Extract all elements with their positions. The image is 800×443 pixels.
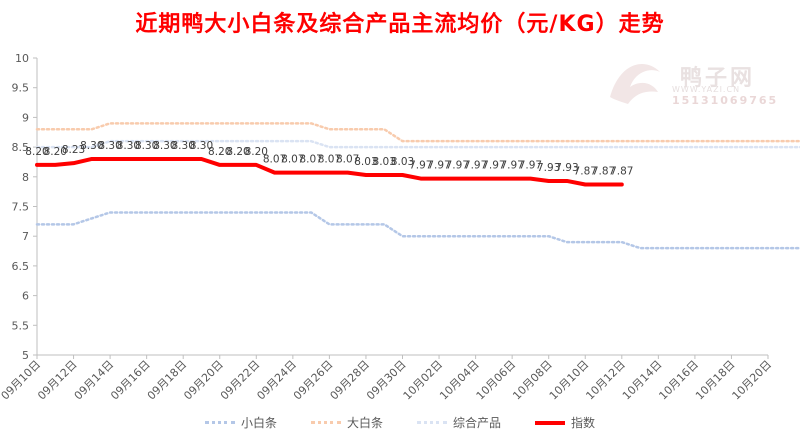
index-point — [108, 157, 112, 161]
series-line-大白条 — [35, 122, 800, 143]
index-data-label: 8.30 — [80, 140, 103, 152]
index-data-label: 8.20 — [245, 146, 268, 158]
legend-item: 小白条 — [204, 414, 277, 431]
chart-title: 近期鸭大小白条及综合产品主流均价（元/KG）走势 — [135, 12, 665, 37]
watermark-phone: 15131069765 — [672, 94, 779, 107]
y-tick-label: 5.5 — [12, 319, 30, 332]
legend-label: 大白条 — [346, 416, 383, 430]
legend-label: 综合产品 — [453, 416, 502, 430]
index-point — [126, 157, 130, 161]
index-data-label: 8.07 — [336, 154, 359, 166]
index-data-label: 8.30 — [172, 140, 195, 152]
y-tick-label: 9.5 — [12, 82, 30, 95]
y-tick-label: 8 — [22, 171, 29, 184]
series-line-综合产品 — [35, 139, 800, 149]
index-point — [364, 173, 368, 177]
index-data-label: 8.23 — [62, 144, 85, 156]
index-point — [309, 171, 313, 175]
legend-label: 小白条 — [240, 416, 277, 430]
index-point — [437, 176, 441, 181]
index-point — [199, 157, 204, 161]
index-point — [218, 163, 222, 167]
watermark-brand: 鸭子网 — [680, 66, 756, 91]
index-data-label: 8.30 — [98, 140, 121, 152]
index-data-label: 8.30 — [117, 140, 140, 152]
index-point — [35, 163, 39, 167]
index-data-label: 8.20 — [25, 146, 48, 158]
index-data-label: 7.97 — [409, 160, 432, 172]
index-data-label: 8.07 — [281, 154, 304, 166]
index-data-label: 7.97 — [482, 160, 505, 172]
index-data-label: 8.07 — [318, 154, 341, 166]
index-point — [346, 171, 350, 175]
index-point — [455, 176, 459, 181]
index-data-label: 8.30 — [153, 140, 176, 152]
index-data-label: 7.87 — [592, 166, 615, 178]
y-tick-label: 8.5 — [12, 141, 30, 154]
index-data-label: 7.87 — [574, 166, 597, 178]
index-data-label: 8.03 — [354, 156, 377, 168]
index-point — [528, 176, 533, 181]
legend-swatch — [204, 421, 235, 424]
chart-legend: 小白条 大白条 综合产品 指数 — [0, 414, 800, 431]
watermark-website: WWW.YAZI.CN — [672, 85, 741, 94]
y-tick-label: 10 — [15, 52, 29, 65]
index-point — [601, 182, 606, 187]
legend-item: 大白条 — [310, 414, 383, 431]
legend-swatch — [310, 421, 341, 424]
index-data-label: 7.87 — [610, 166, 633, 178]
index-data-label: 7.93 — [555, 162, 578, 174]
legend-item: 综合产品 — [417, 414, 501, 431]
y-tick-label: 7.5 — [12, 201, 30, 214]
legend-label: 指数 — [571, 416, 596, 430]
index-point — [400, 173, 405, 177]
index-data-label: 8.07 — [299, 154, 322, 166]
index-point — [254, 163, 258, 167]
index-point — [272, 171, 277, 175]
index-data-label: 8.07 — [263, 154, 286, 166]
index-data-label: 7.97 — [519, 160, 542, 172]
index-data-label: 7.97 — [427, 160, 450, 172]
legend-swatch — [535, 420, 566, 425]
index-point — [419, 176, 423, 181]
legend-item: 指数 — [535, 414, 595, 431]
index-point — [474, 176, 478, 181]
index-point — [382, 173, 386, 177]
index-point — [492, 176, 496, 181]
index-data-label: 8.30 — [135, 140, 158, 152]
index-point — [510, 176, 514, 181]
index-data-label: 8.20 — [44, 146, 67, 158]
y-tick-label: 5 — [22, 349, 29, 362]
y-tick-label: 6 — [22, 290, 29, 303]
index-point — [53, 163, 57, 167]
index-point — [236, 163, 240, 167]
index-data-label: 8.03 — [373, 156, 396, 168]
index-point — [583, 182, 587, 187]
index-data-label: 7.97 — [446, 160, 469, 172]
index-data-label: 8.03 — [391, 156, 414, 168]
index-data-label: 8.20 — [226, 146, 249, 158]
index-point — [565, 179, 569, 183]
index-point — [90, 157, 94, 161]
index-point — [327, 171, 331, 175]
y-tick-label: 6.5 — [12, 260, 30, 273]
index-data-label: 8.20 — [208, 146, 231, 158]
y-tick-label: 7 — [22, 230, 29, 243]
index-point — [181, 157, 185, 161]
index-point — [71, 161, 76, 165]
index-point — [547, 179, 551, 183]
index-data-label: 7.97 — [464, 160, 487, 172]
legend-swatch — [417, 421, 447, 424]
index-point — [291, 171, 295, 175]
index-point — [163, 157, 167, 161]
index-data-label: 7.93 — [537, 162, 560, 174]
series-line-小白条 — [35, 211, 800, 250]
y-tick-label: 9 — [22, 111, 29, 124]
index-data-label: 7.97 — [500, 160, 523, 172]
index-point — [145, 157, 149, 161]
x-tick-label: 10月20日 — [730, 358, 775, 403]
index-data-label: 8.30 — [190, 140, 213, 152]
index-point — [620, 182, 624, 187]
